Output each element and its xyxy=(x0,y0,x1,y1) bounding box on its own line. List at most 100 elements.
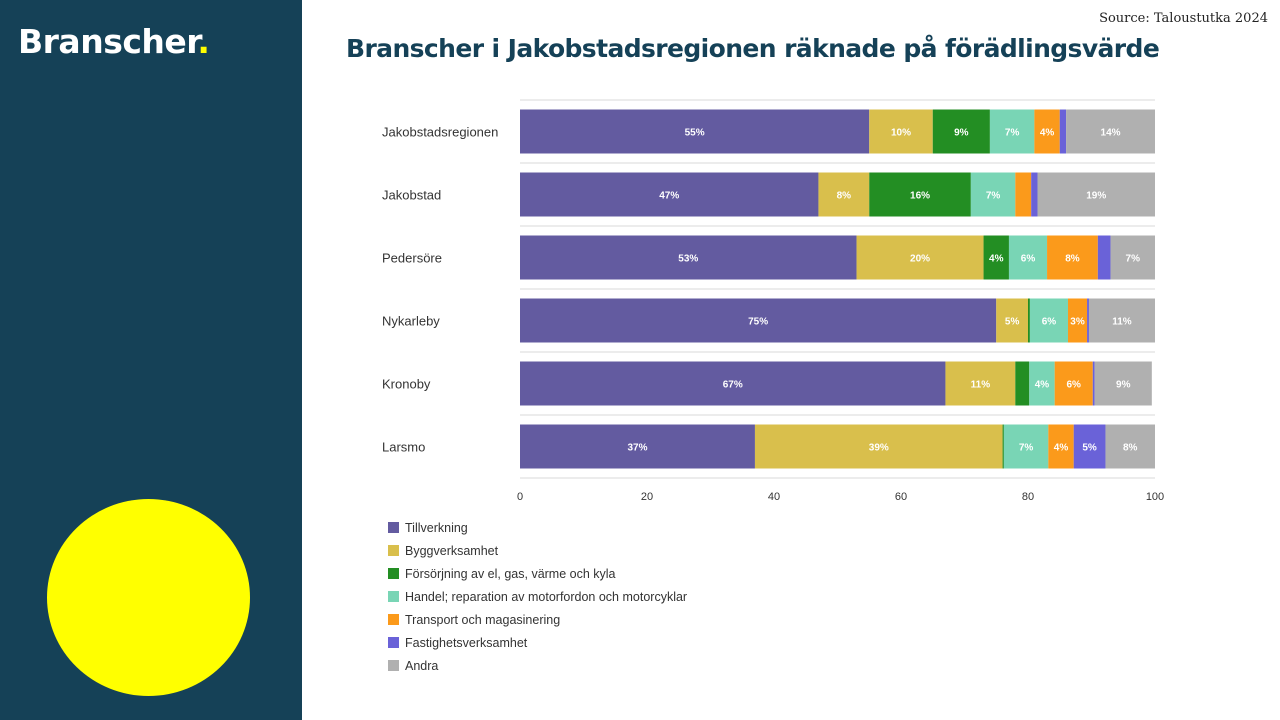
legend-label: Handel; reparation av motorfordon och mo… xyxy=(405,589,688,604)
data-label: 37% xyxy=(627,443,647,454)
data-label: 11% xyxy=(971,380,991,391)
category-label: Nykarleby xyxy=(382,314,440,329)
bar-segment xyxy=(1087,298,1089,343)
x-tick-label: 80 xyxy=(1022,491,1034,503)
data-label: 7% xyxy=(986,191,1001,202)
bar-segment xyxy=(1059,109,1067,154)
category-label: Jakobstad xyxy=(382,188,441,203)
data-label: 4% xyxy=(1054,443,1069,454)
legend-item: Byggverksamhet xyxy=(388,539,687,562)
bar-segment xyxy=(1029,361,1055,406)
legend-swatch xyxy=(388,545,399,556)
category-label: Larsmo xyxy=(382,440,425,455)
data-label: 6% xyxy=(1042,317,1057,328)
bar-segment xyxy=(1068,298,1088,343)
legend-swatch xyxy=(388,614,399,625)
bar-segment xyxy=(945,361,1016,406)
bar-segment xyxy=(1110,235,1155,280)
data-label: 7% xyxy=(1005,128,1020,139)
bar-segment xyxy=(1054,361,1093,406)
bar-segment xyxy=(1028,298,1030,343)
data-label: 67% xyxy=(723,380,743,391)
data-label: 19% xyxy=(1086,191,1106,202)
bar-segment xyxy=(1002,424,1004,469)
bar-segment xyxy=(1066,109,1155,154)
data-label: 47% xyxy=(659,191,679,202)
data-label: 7% xyxy=(1126,254,1141,265)
category-label: Pedersöre xyxy=(382,251,442,266)
legend-item: Andra xyxy=(388,654,687,677)
brand-dot: . xyxy=(197,22,210,61)
legend-item: Försörjning av el, gas, värme och kyla xyxy=(388,562,687,585)
bar-segment xyxy=(520,172,819,217)
source-note: Source: Taloustutka 2024 xyxy=(1099,11,1268,26)
bar-segment xyxy=(996,298,1028,343)
x-tick-label: 40 xyxy=(768,491,780,503)
data-label: 5% xyxy=(1082,443,1097,454)
legend-label: Transport och magasinering xyxy=(405,612,561,627)
bar-segment xyxy=(983,235,1009,280)
data-label: 6% xyxy=(1021,254,1036,265)
legend-label: Tillverkning xyxy=(405,520,468,535)
data-label: 14% xyxy=(1101,128,1121,139)
x-tick-label: 100 xyxy=(1146,491,1164,503)
legend-swatch xyxy=(388,660,399,671)
bar-segment xyxy=(1048,424,1074,469)
legend-swatch xyxy=(388,591,399,602)
category-label: Jakobstadsregionen xyxy=(382,125,498,140)
data-label: 7% xyxy=(1019,443,1034,454)
data-label: 20% xyxy=(910,254,930,265)
data-label: 8% xyxy=(1123,443,1138,454)
bar-segment xyxy=(1008,235,1048,280)
bar-segment xyxy=(818,172,870,217)
bar-segment xyxy=(869,172,971,217)
data-label: 16% xyxy=(910,191,930,202)
data-label: 55% xyxy=(685,128,705,139)
decorative-yellow-circle xyxy=(47,499,250,696)
legend-swatch xyxy=(388,568,399,579)
bar-segment xyxy=(1088,298,1155,343)
data-label: 6% xyxy=(1066,380,1081,391)
data-label: 10% xyxy=(891,128,911,139)
bar-segment xyxy=(856,235,984,280)
legend-label: Andra xyxy=(405,658,439,673)
data-label: 5% xyxy=(1005,317,1020,328)
bar-segment xyxy=(1097,235,1111,280)
legend-swatch xyxy=(388,522,399,533)
data-label: 8% xyxy=(837,191,852,202)
bar-segment xyxy=(1015,172,1032,217)
bar-segment xyxy=(1034,109,1060,154)
sidebar: Branscher. xyxy=(0,0,302,720)
bar-segment xyxy=(1037,172,1155,217)
bar-segment xyxy=(1003,424,1049,469)
bar-segment xyxy=(520,361,946,406)
data-label: 4% xyxy=(1035,380,1050,391)
bar-segment xyxy=(932,109,990,154)
data-label: 39% xyxy=(869,443,889,454)
data-label: 9% xyxy=(1116,380,1131,391)
x-tick-label: 20 xyxy=(641,491,653,503)
legend-label: Fastighetsverksamhet xyxy=(405,635,528,650)
legend-label: Byggverksamhet xyxy=(405,543,499,558)
legend-swatch xyxy=(388,637,399,648)
bar-segment xyxy=(520,298,997,343)
legend-item: Tillverkning xyxy=(388,516,687,539)
bar-segment xyxy=(1029,298,1069,343)
legend-item: Fastighetsverksamhet xyxy=(388,631,687,654)
legend-item: Transport och magasinering xyxy=(388,608,687,631)
data-label: 53% xyxy=(678,254,698,265)
data-label: 4% xyxy=(1040,128,1055,139)
bar-segment xyxy=(970,172,1016,217)
bar-segment xyxy=(1015,361,1030,406)
legend-label: Försörjning av el, gas, värme och kyla xyxy=(405,566,616,581)
bar-segment xyxy=(754,424,1003,469)
bar-segment xyxy=(520,235,857,280)
data-label: 9% xyxy=(954,128,969,139)
brand-logo: Branscher. xyxy=(18,22,210,61)
legend-item: Handel; reparation av motorfordon och mo… xyxy=(388,585,687,608)
bar-segment xyxy=(1105,424,1155,469)
bar-segment xyxy=(869,109,933,154)
stacked-bar-chart: Jakobstadsregionen Jakobstad Pedersöre Nyka… xyxy=(382,99,1164,503)
bar-segment xyxy=(520,424,755,469)
brand-name: Branscher xyxy=(18,22,198,61)
